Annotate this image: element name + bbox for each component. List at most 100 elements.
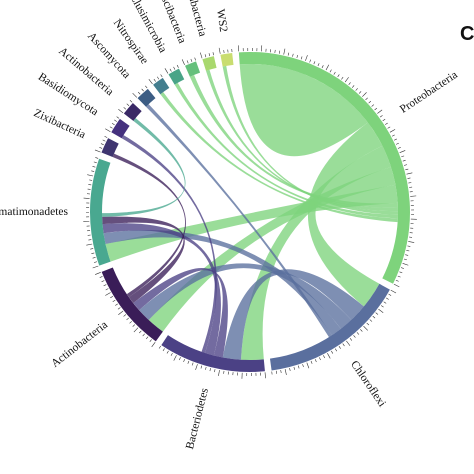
tick-mark bbox=[129, 321, 132, 324]
tick-mark bbox=[218, 47, 221, 54]
segment-arc-proteobacteria bbox=[238, 52, 410, 284]
tick-mark bbox=[110, 296, 113, 299]
tick-mark bbox=[387, 126, 391, 129]
tick-mark bbox=[323, 355, 325, 359]
tick-mark bbox=[309, 59, 312, 63]
tick-mark bbox=[408, 241, 415, 243]
tick-mark bbox=[92, 166, 96, 168]
tick-mark bbox=[395, 279, 399, 282]
tick-mark bbox=[133, 327, 139, 333]
tick-mark bbox=[353, 335, 356, 338]
tick-mark bbox=[200, 52, 203, 59]
tick-mark bbox=[112, 299, 116, 302]
ribbon-chloroflexi-bacteriodetes bbox=[222, 269, 364, 360]
tick-mark bbox=[399, 271, 403, 274]
ribbon-bacteriodetes-actinobacteria bbox=[133, 267, 228, 358]
segment-arc-bacteriodetes bbox=[161, 335, 265, 372]
ribbon-proteobacteria-actinobacteria bbox=[148, 166, 396, 332]
tick-mark bbox=[297, 365, 300, 369]
tick-mark bbox=[94, 149, 101, 153]
tick-mark bbox=[105, 288, 109, 291]
tick-mark bbox=[116, 116, 120, 119]
tick-mark bbox=[145, 85, 148, 89]
tick-mark bbox=[86, 243, 93, 246]
tick-mark bbox=[378, 308, 384, 313]
tick-mark bbox=[101, 280, 105, 283]
segment-arc-ws2 bbox=[220, 52, 234, 67]
tick-mark bbox=[208, 53, 211, 57]
tick-mark bbox=[164, 68, 169, 74]
tick-mark bbox=[123, 107, 127, 110]
tick-mark bbox=[374, 107, 378, 111]
tick-mark bbox=[91, 252, 95, 254]
tick-mark bbox=[176, 64, 179, 68]
segment-arc-actinobacteria-2 bbox=[123, 102, 142, 121]
tick-mark bbox=[123, 314, 127, 317]
tick-mark bbox=[126, 317, 129, 321]
tick-mark bbox=[145, 336, 149, 340]
segment-label-bacteriodetes: Bacteriodetes bbox=[184, 386, 211, 450]
tick-mark bbox=[160, 74, 163, 78]
tick-mark bbox=[103, 284, 107, 287]
tick-mark bbox=[380, 305, 384, 308]
tick-mark bbox=[390, 289, 397, 294]
tick-mark bbox=[341, 76, 344, 80]
tick-mark bbox=[156, 76, 160, 80]
tick-mark bbox=[137, 91, 141, 95]
tick-mark bbox=[104, 136, 108, 138]
tick-mark bbox=[319, 357, 321, 361]
tick-mark bbox=[331, 350, 334, 354]
segment-arc-basidiomycota bbox=[111, 118, 130, 139]
tick-layer bbox=[83, 45, 417, 379]
tick-mark bbox=[406, 250, 410, 252]
tick-mark bbox=[126, 103, 130, 106]
tick-mark bbox=[317, 63, 320, 67]
tick-mark bbox=[382, 118, 386, 122]
tick-mark bbox=[190, 58, 193, 62]
tick-mark bbox=[349, 337, 353, 341]
tick-mark bbox=[95, 272, 101, 275]
tick-mark bbox=[158, 345, 161, 349]
tick-mark bbox=[404, 164, 408, 166]
segment-label-zixibacteria: Zixibacteria bbox=[32, 107, 88, 141]
segment-arc-patescibacteria bbox=[184, 61, 201, 77]
tick-mark bbox=[83, 197, 90, 199]
tick-mark bbox=[313, 61, 316, 65]
tick-mark bbox=[139, 330, 142, 334]
tick-mark bbox=[212, 52, 214, 56]
tick-mark bbox=[170, 352, 173, 356]
ribbon-proteobacteria-elusimicrobia bbox=[174, 82, 398, 219]
tick-mark bbox=[356, 332, 360, 335]
tick-mark bbox=[186, 60, 189, 64]
tick-mark bbox=[368, 100, 372, 104]
tick-mark bbox=[389, 129, 396, 133]
tick-mark bbox=[204, 54, 207, 58]
tick-mark bbox=[358, 91, 362, 94]
tick-mark bbox=[99, 276, 103, 278]
tick-mark bbox=[151, 341, 156, 348]
tick-mark bbox=[183, 359, 186, 363]
tick-mark bbox=[346, 340, 351, 346]
segment-arc-actinobacteria bbox=[101, 267, 163, 342]
tick-mark bbox=[397, 275, 401, 278]
tick-mark bbox=[365, 97, 368, 101]
tick-mark bbox=[388, 293, 392, 296]
tick-mark bbox=[218, 370, 220, 377]
tick-mark bbox=[87, 174, 94, 177]
tick-mark bbox=[191, 362, 194, 366]
tick-mark bbox=[402, 263, 409, 266]
tick-mark bbox=[334, 348, 338, 352]
tick-mark bbox=[187, 360, 190, 364]
tick-mark bbox=[88, 239, 92, 241]
tick-mark bbox=[342, 343, 345, 347]
tick-mark bbox=[173, 66, 176, 70]
tick-mark bbox=[173, 355, 177, 361]
tick-mark bbox=[111, 123, 115, 126]
tick-mark bbox=[395, 142, 399, 145]
tick-mark bbox=[314, 359, 317, 363]
tick-mark bbox=[386, 297, 389, 300]
tick-mark bbox=[397, 147, 401, 149]
tick-mark bbox=[360, 329, 363, 332]
tick-mark bbox=[90, 248, 94, 250]
